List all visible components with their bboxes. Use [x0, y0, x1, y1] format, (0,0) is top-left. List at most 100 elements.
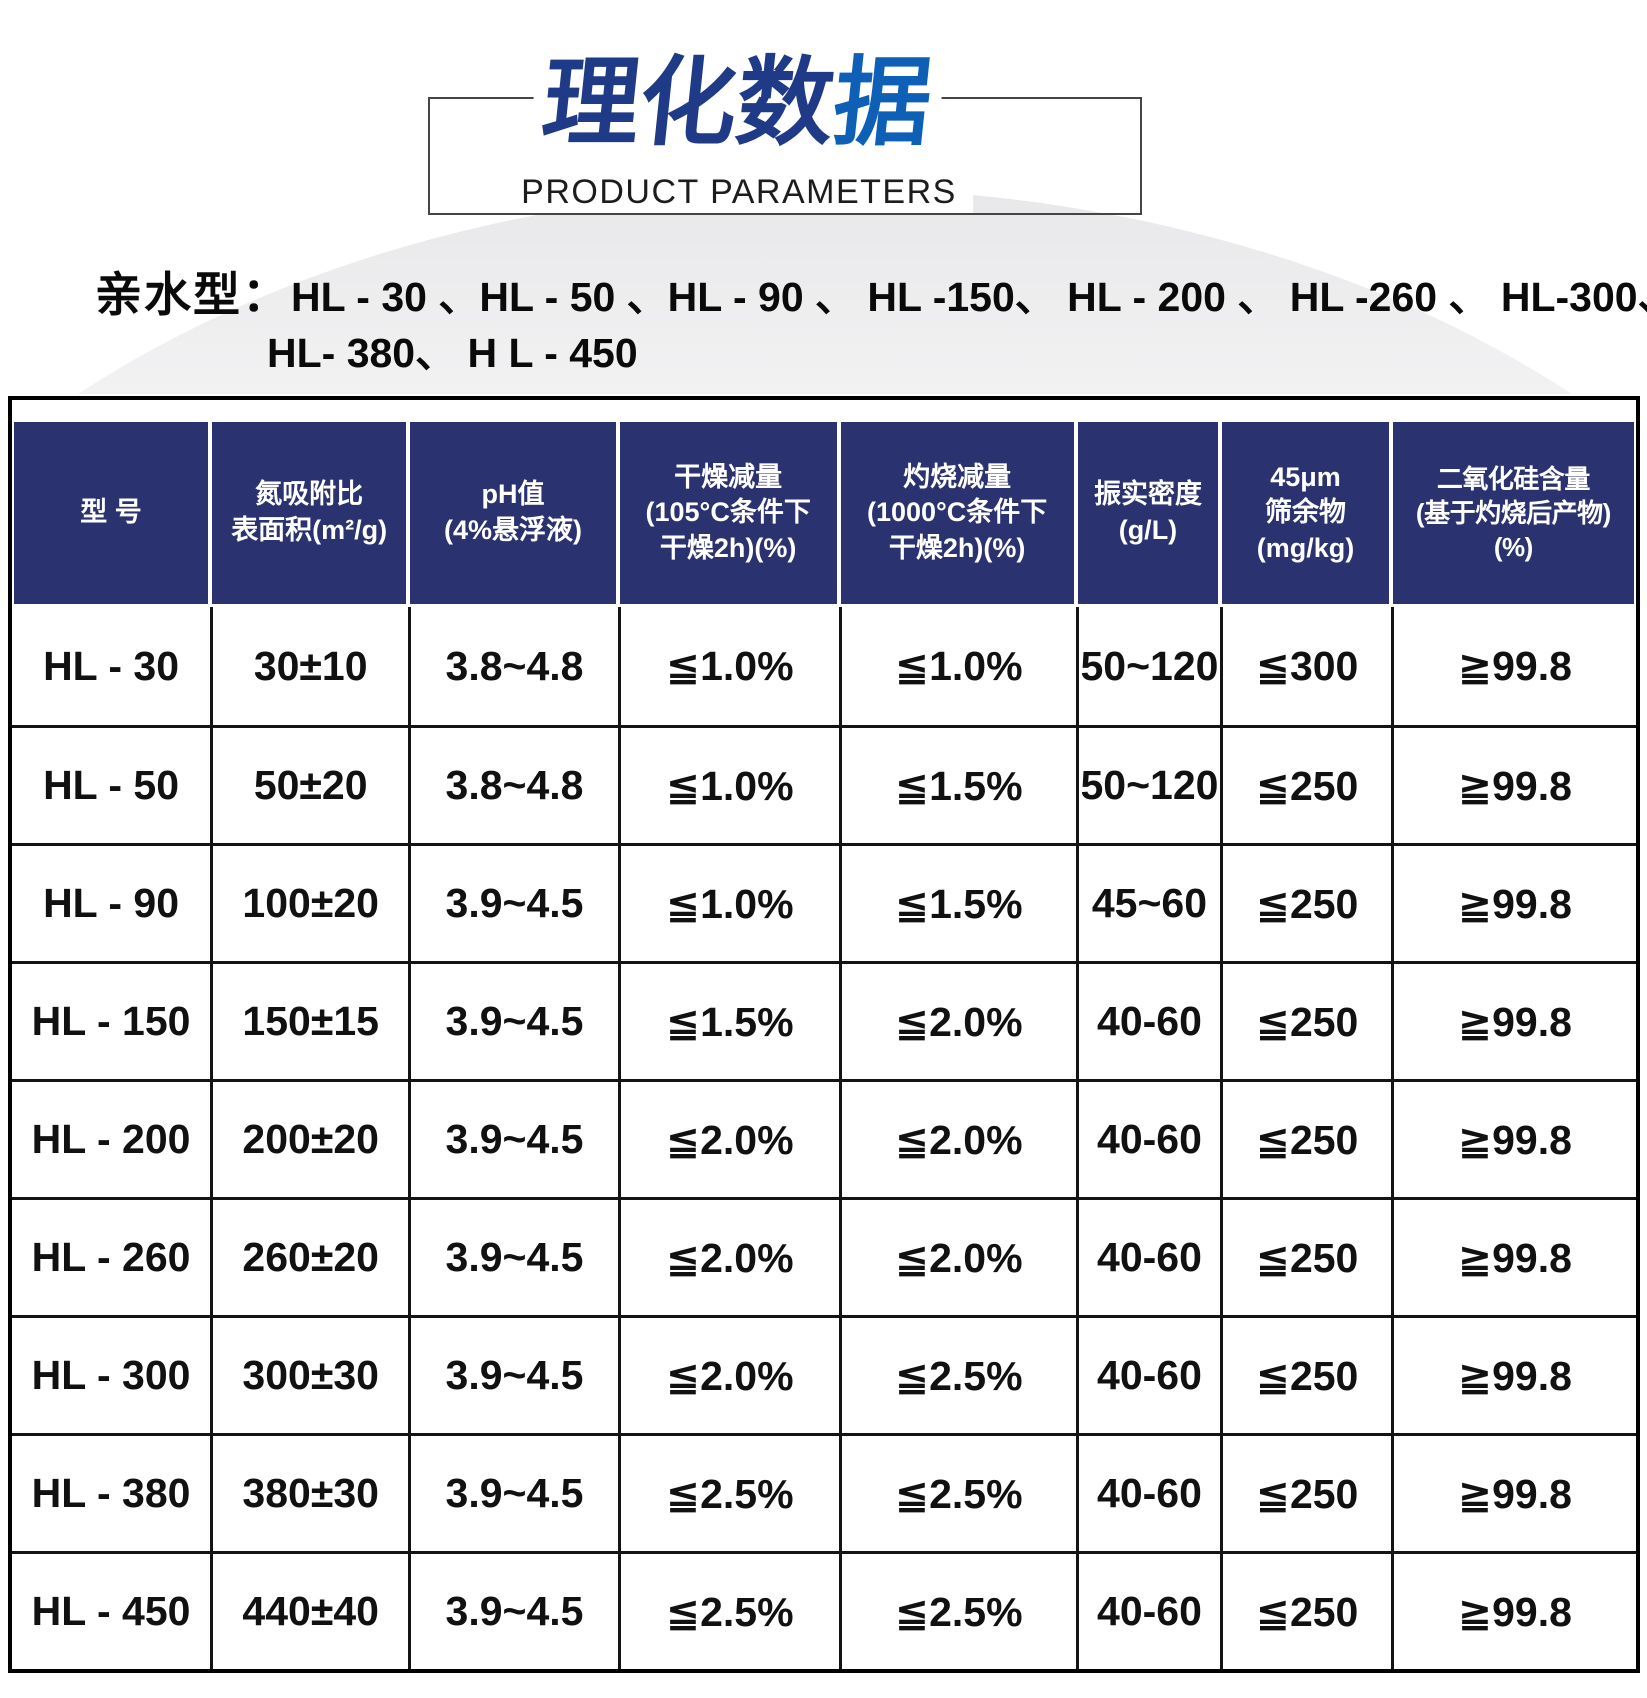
cell-sieve-residue: ≦250 [1220, 1197, 1391, 1315]
cell-drying-loss: ≦1.0% [617, 843, 839, 961]
page-title: 理化数据 [526, 44, 948, 163]
cell-drying-loss: ≦1.0% [617, 725, 839, 843]
cell-surface-area: 50±20 [210, 725, 409, 843]
cell-tap-density: 40-60 [1075, 961, 1221, 1079]
cell-sieve-residue: ≦250 [1220, 1079, 1391, 1197]
cell-model: HL - 30 [12, 607, 211, 725]
cell-model: HL - 300 [12, 1315, 211, 1433]
page-title-part2: 据 [828, 48, 937, 157]
col-header-ignition-loss: 灼烧减量 (1000°C条件下 干燥2h)(%) [840, 422, 1074, 604]
cell-sio2-content: ≧99.8 [1390, 843, 1636, 961]
cell-drying-loss: ≦2.0% [617, 1197, 839, 1315]
cell-tap-density: 45~60 [1075, 843, 1221, 961]
table-row: HL - 200 200±20 3.9~4.5 ≦2.0% ≦2.0% 40-6… [12, 1079, 1636, 1197]
cell-ignition-loss: ≦1.0% [838, 607, 1076, 725]
cell-ph: 3.9~4.5 [408, 1197, 618, 1315]
cell-sieve-residue: ≦300 [1220, 607, 1391, 725]
page-title-part1: 理化数 [537, 48, 840, 157]
cell-sio2-content: ≧99.8 [1390, 1315, 1636, 1433]
cell-ph: 3.8~4.8 [408, 607, 618, 725]
cell-surface-area: 150±15 [210, 961, 409, 1079]
cell-sio2-content: ≧99.8 [1390, 1197, 1636, 1315]
cell-ignition-loss: ≦2.0% [838, 1079, 1076, 1197]
cell-drying-loss: ≦2.5% [617, 1433, 839, 1551]
col-header-model: 型 号 [14, 422, 209, 604]
cell-ph: 3.9~4.5 [408, 961, 618, 1079]
cell-surface-area: 300±30 [210, 1315, 409, 1433]
table-row: HL - 150 150±15 3.9~4.5 ≦1.5% ≦2.0% 40-6… [12, 961, 1636, 1079]
cell-ignition-loss: ≦2.5% [838, 1315, 1076, 1433]
cell-tap-density: 50~120 [1075, 607, 1221, 725]
cell-sieve-residue: ≦250 [1220, 843, 1391, 961]
cell-tap-density: 40-60 [1075, 1551, 1221, 1669]
cell-model: HL - 90 [12, 843, 211, 961]
table-row: HL - 450 440±40 3.9~4.5 ≦2.5% ≦2.5% 40-6… [12, 1551, 1636, 1669]
cell-sieve-residue: ≦250 [1220, 1433, 1391, 1551]
cell-sieve-residue: ≦250 [1220, 1551, 1391, 1669]
cell-model: HL - 380 [12, 1433, 211, 1551]
cell-ph: 3.9~4.5 [408, 1551, 618, 1669]
table-row: HL - 30 30±10 3.8~4.8 ≦1.0% ≦1.0% 50~120… [12, 607, 1636, 725]
cell-sio2-content: ≧99.8 [1390, 607, 1636, 725]
cell-sio2-content: ≧99.8 [1390, 725, 1636, 843]
parameters-table: 型 号 氮吸附比 表面积(m²/g) pH值 (4%悬浮液) 干燥减量 (105… [8, 396, 1640, 1673]
cell-surface-area: 100±20 [210, 843, 409, 961]
col-header-sio2-content: 二氧化硅含量 (基于灼烧后产物) (%) [1392, 422, 1634, 604]
intro-line-1: 亲水型：HL - 30 、HL - 50 、HL - 90 、 HL -150、… [95, 264, 1647, 325]
cell-tap-density: 40-60 [1075, 1197, 1221, 1315]
cell-drying-loss: ≦1.0% [617, 607, 839, 725]
cell-surface-area: 440±40 [210, 1551, 409, 1669]
table-header-row: 型 号 氮吸附比 表面积(m²/g) pH值 (4%悬浮液) 干燥减量 (105… [12, 400, 1636, 607]
table-row: HL - 380 380±30 3.9~4.5 ≦2.5% ≦2.5% 40-6… [12, 1433, 1636, 1551]
cell-ignition-loss: ≦2.0% [838, 1197, 1076, 1315]
cell-ph: 3.9~4.5 [408, 1433, 618, 1551]
cell-sieve-residue: ≦250 [1220, 725, 1391, 843]
cell-ignition-loss: ≦2.5% [838, 1433, 1076, 1551]
table-row: HL - 50 50±20 3.8~4.8 ≦1.0% ≦1.5% 50~120… [12, 725, 1636, 843]
cell-model: HL - 50 [12, 725, 211, 843]
cell-model: HL - 200 [12, 1079, 211, 1197]
intro-models-line1: HL - 30 、HL - 50 、HL - 90 、 HL -150、 HL … [291, 274, 1647, 320]
cell-surface-area: 30±10 [210, 607, 409, 725]
col-header-ph: pH值 (4%悬浮液) [410, 422, 616, 604]
banner-section: 理化数据 PRODUCT PARAMETERS 亲水型：HL - 30 、HL … [0, 0, 1647, 394]
cell-model: HL - 260 [12, 1197, 211, 1315]
cell-sio2-content: ≧99.8 [1390, 1079, 1636, 1197]
cell-sieve-residue: ≦250 [1220, 961, 1391, 1079]
cell-ignition-loss: ≦1.5% [838, 725, 1076, 843]
cell-surface-area: 260±20 [210, 1197, 409, 1315]
cell-sio2-content: ≧99.8 [1390, 961, 1636, 1079]
cell-tap-density: 50~120 [1075, 725, 1221, 843]
cell-drying-loss: ≦2.0% [617, 1315, 839, 1433]
cell-tap-density: 40-60 [1075, 1315, 1221, 1433]
cell-ph: 3.8~4.8 [408, 725, 618, 843]
table-row: HL - 90 100±20 3.9~4.5 ≦1.0% ≦1.5% 45~60… [12, 843, 1636, 961]
cell-tap-density: 40-60 [1075, 1433, 1221, 1551]
cell-sio2-content: ≧99.8 [1390, 1433, 1636, 1551]
table-row: HL - 300 300±30 3.9~4.5 ≦2.0% ≦2.5% 40-6… [12, 1315, 1636, 1433]
cell-sieve-residue: ≦250 [1220, 1315, 1391, 1433]
table-body: HL - 30 30±10 3.8~4.8 ≦1.0% ≦1.0% 50~120… [12, 607, 1636, 1669]
intro-label: 亲水型： [95, 268, 291, 321]
cell-ph: 3.9~4.5 [408, 1315, 618, 1433]
cell-sio2-content: ≧99.8 [1390, 1551, 1636, 1669]
cell-drying-loss: ≦2.5% [617, 1551, 839, 1669]
col-header-tap-density: 振实密度 (g/L) [1077, 422, 1219, 604]
col-header-surface-area: 氮吸附比 表面积(m²/g) [212, 422, 407, 604]
cell-drying-loss: ≦2.0% [617, 1079, 839, 1197]
cell-ignition-loss: ≦1.5% [838, 843, 1076, 961]
table-row: HL - 260 260±20 3.9~4.5 ≦2.0% ≦2.0% 40-6… [12, 1197, 1636, 1315]
cell-ignition-loss: ≦2.0% [838, 961, 1076, 1079]
col-header-drying-loss: 干燥减量 (105°C条件下 干燥2h)(%) [619, 422, 837, 604]
page-subtitle: PRODUCT PARAMETERS [505, 172, 973, 213]
hydrophilic-models-intro: 亲水型：HL - 30 、HL - 50 、HL - 90 、 HL -150、… [95, 264, 1647, 380]
cell-model: HL - 450 [12, 1551, 211, 1669]
cell-ph: 3.9~4.5 [408, 843, 618, 961]
cell-tap-density: 40-60 [1075, 1079, 1221, 1197]
cell-surface-area: 200±20 [210, 1079, 409, 1197]
col-header-sieve-residue: 45μm 筛余物 (mg/kg) [1222, 422, 1389, 604]
cell-model: HL - 150 [12, 961, 211, 1079]
intro-models-line2: HL- 380、 H L - 450 [267, 330, 638, 377]
cell-ignition-loss: ≦2.5% [838, 1551, 1076, 1669]
